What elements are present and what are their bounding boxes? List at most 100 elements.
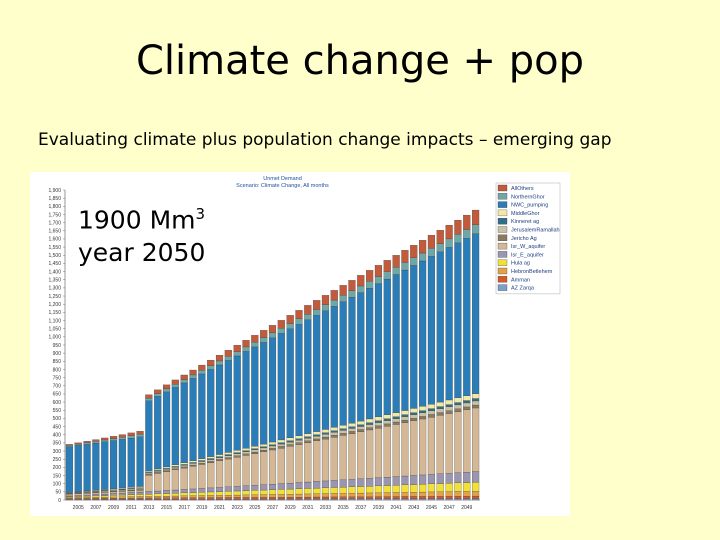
bar-segment (295, 496, 303, 500)
bar-segment (366, 492, 374, 497)
bar-segment (92, 441, 100, 444)
bar-segment (109, 436, 118, 439)
bar-segment (215, 456, 224, 458)
y-tick-label: 600 (53, 400, 62, 406)
bar-segment (207, 491, 215, 496)
bar-segment (189, 492, 197, 496)
bar-segment (233, 455, 241, 458)
bar-segment (410, 412, 418, 415)
bar-segment (427, 498, 436, 501)
bar-segment (304, 498, 312, 501)
y-tick-label: 1,600 (48, 237, 61, 243)
x-tick-label: 2029 (285, 505, 296, 511)
y-tick-label: 550 (53, 408, 62, 414)
x-tick-label: 2013 (143, 505, 154, 511)
bar-segment (215, 457, 224, 460)
bar-segment (401, 475, 409, 485)
bar-segment (410, 492, 418, 497)
bar-segment (366, 281, 374, 289)
bar-segment (83, 498, 91, 500)
y-tick-label: 400 (53, 433, 62, 439)
y-tick-label: 1,500 (48, 253, 61, 259)
bar-segment (83, 494, 91, 497)
x-tick-label: 2027 (267, 505, 278, 511)
legend-swatch (497, 251, 508, 258)
bar-segment (136, 489, 144, 491)
bar-segment (392, 416, 400, 419)
bar-segment (436, 243, 444, 253)
y-tick-label: 750 (53, 375, 62, 381)
bar-segment (383, 477, 391, 486)
bar-segment (366, 498, 374, 501)
x-tick-label: 2033 (320, 505, 331, 511)
bar-segment (268, 484, 277, 490)
bar-segment (215, 491, 224, 496)
bar-segment (171, 387, 179, 465)
bar-segment (445, 473, 453, 484)
bar-segment (268, 332, 277, 339)
chart-title: Unmet Demand (263, 176, 302, 182)
bar-segment (313, 431, 321, 435)
bar-segment (242, 497, 250, 500)
bar-segment (145, 491, 153, 495)
bar-segment (180, 465, 188, 468)
legend-label: HebronBetlehem (511, 269, 553, 275)
bar-segment (445, 498, 453, 501)
bar-segment (454, 242, 462, 398)
bar-segment (366, 486, 374, 494)
bar-segment (207, 495, 215, 498)
bar-segment (154, 493, 162, 497)
bar-segment (419, 498, 427, 501)
bar-segment (189, 462, 197, 464)
bar-segment (215, 360, 224, 366)
bar-segment (233, 345, 241, 352)
legend-label: Isr_E_aquifer (511, 252, 544, 258)
bar-segment (313, 440, 321, 482)
bar-segment (242, 455, 250, 486)
bar-segment (339, 435, 347, 480)
bar-segment (207, 365, 215, 370)
x-tick-label: 2017 (179, 505, 190, 511)
bar-segment (348, 290, 356, 298)
bar-segment (339, 479, 347, 488)
legend-label: Jericho Ag (511, 236, 537, 242)
bar-segment (136, 434, 144, 438)
slide-subtitle: Evaluating climate plus population chang… (38, 130, 612, 150)
bar-segment (154, 473, 162, 492)
bar-segment (224, 486, 232, 492)
bar-segment (154, 496, 162, 499)
bar-segment (162, 471, 171, 491)
bar-segment (304, 493, 312, 498)
bar-segment (313, 434, 321, 437)
bar-segment (357, 478, 365, 487)
bar-segment (357, 275, 365, 287)
bar-segment (445, 404, 453, 407)
x-tick-label: 2015 (161, 505, 172, 511)
bar-segment (109, 488, 118, 490)
bar-segment (189, 378, 197, 461)
bar-segment (445, 406, 453, 411)
bar-segment (304, 314, 312, 320)
bar-segment (295, 310, 303, 319)
bar-segment (198, 460, 206, 462)
y-tick-label: 1,300 (48, 286, 61, 292)
bar-segment (436, 412, 444, 416)
bar-segment (162, 490, 171, 494)
y-tick-label: 1,450 (48, 261, 61, 267)
bar-segment (463, 238, 471, 396)
bar-segment (83, 442, 91, 445)
bar-segment (92, 492, 100, 495)
bar-segment (366, 429, 374, 479)
y-tick-label: 0 (58, 498, 61, 504)
bar-segment (445, 410, 453, 414)
bar-segment (118, 494, 126, 497)
bar-segment (295, 435, 303, 439)
bar-segment (304, 488, 312, 495)
bar-segment (383, 260, 391, 272)
bar-segment (109, 496, 118, 499)
y-tick-label: 1,150 (48, 310, 61, 316)
bar-segment (348, 297, 356, 424)
bar-segment (145, 394, 153, 399)
bar-segment (419, 260, 427, 407)
bar-segment (171, 495, 179, 498)
